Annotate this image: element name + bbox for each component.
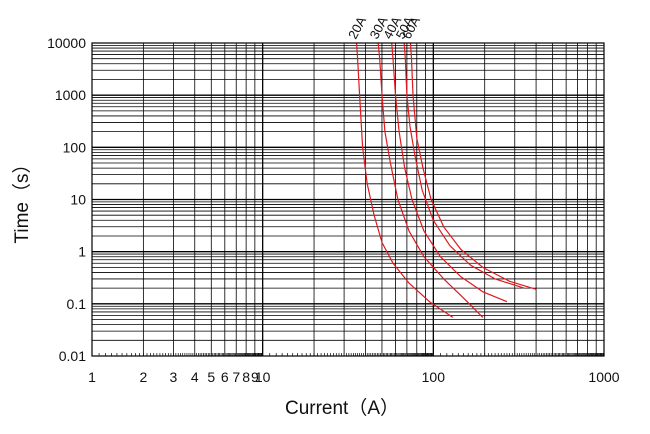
- x-tick-label: 4: [191, 369, 199, 385]
- series-line-20A: [356, 42, 454, 318]
- x-tick-label: 7: [232, 369, 240, 385]
- y-tick-label-layer: 0.01 0.1 1 10 100 1000 10000: [47, 35, 86, 364]
- x-tick-label: 5: [207, 369, 215, 385]
- y-tick-label: 10: [70, 192, 86, 208]
- x-tick-label: 1000: [588, 369, 619, 385]
- x-tick-label: 3: [170, 369, 178, 385]
- x-tick-label: 8: [242, 369, 250, 385]
- series-line-30A: [377, 42, 484, 318]
- x-tick-label: 1: [88, 369, 96, 385]
- series-line-60A: [409, 42, 537, 290]
- y-tick-label: 0.01: [59, 348, 86, 364]
- x-tick-label: 2: [139, 369, 147, 385]
- x-axis-title: Current（A）: [285, 397, 399, 419]
- plot-frame: [91, 42, 605, 357]
- x-tick-label: 6: [221, 369, 229, 385]
- y-tick-label: 0.1: [67, 296, 87, 312]
- y-tick-label: 1000: [55, 87, 86, 103]
- series-line-40A: [391, 42, 508, 303]
- y-tick-label: 1: [78, 244, 86, 260]
- grid-layer: [92, 43, 604, 356]
- series-label-20A: 20A: [345, 14, 369, 42]
- x-tick-label: 9: [251, 369, 259, 385]
- series-line-50A: [403, 42, 525, 289]
- x-tick-label-layer: 1 2 3 4 5 6 7 8 910 100 1000: [88, 369, 620, 385]
- x-tick-label: 10: [255, 369, 271, 385]
- y-tick-label: 10000: [47, 35, 86, 51]
- y-tick-label: 100: [63, 139, 87, 155]
- x-tick-label: 100: [422, 369, 446, 385]
- series-layer: [356, 42, 537, 318]
- y-axis-title: Time（s）: [11, 154, 33, 243]
